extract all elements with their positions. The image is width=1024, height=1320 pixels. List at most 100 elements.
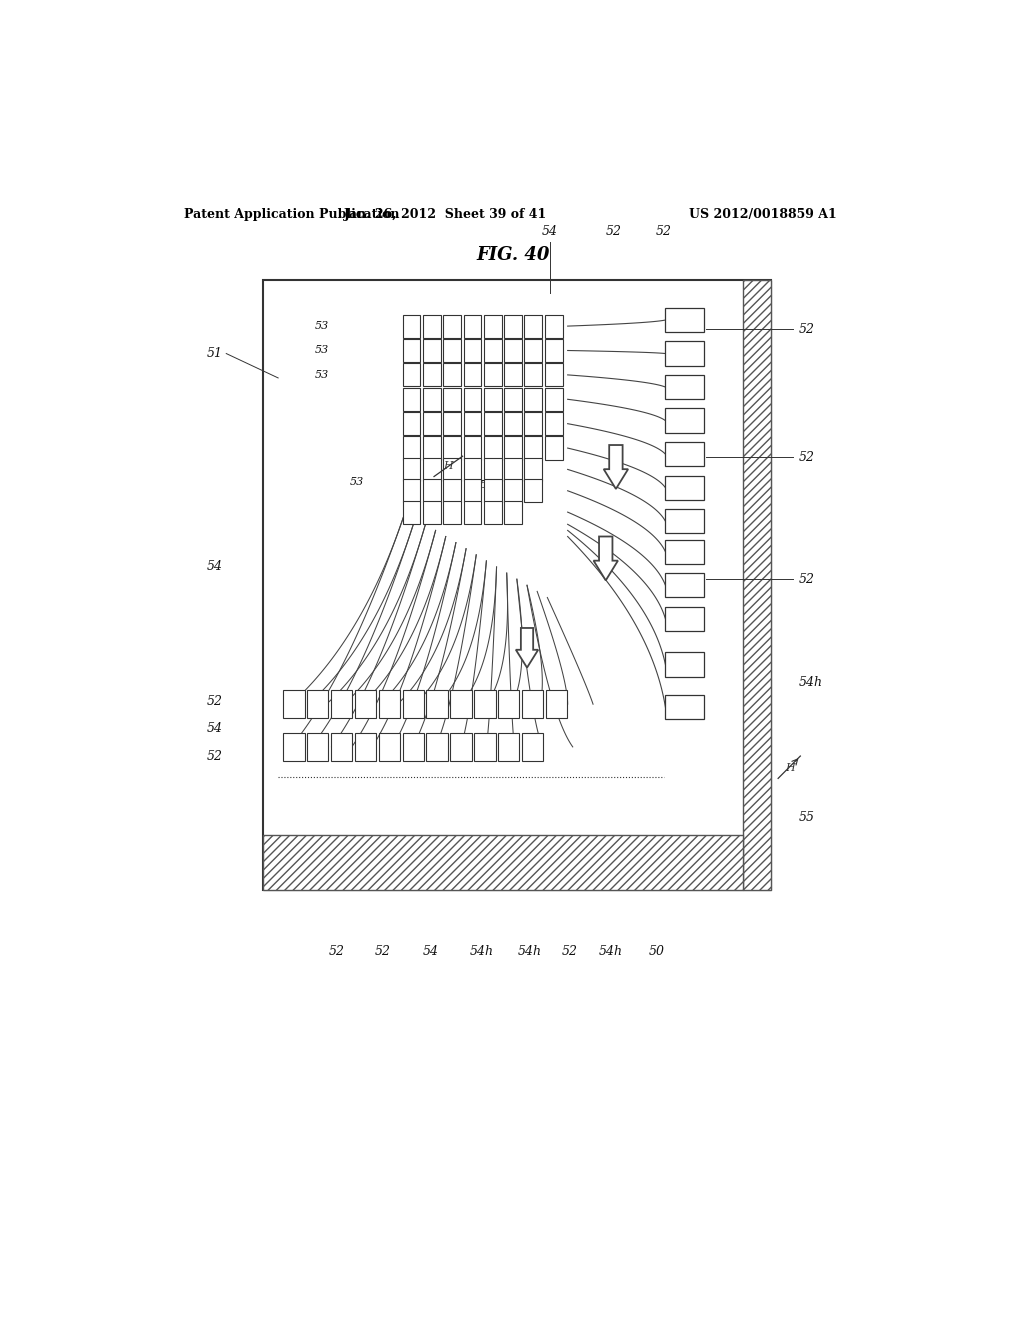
Bar [263, 280, 771, 890]
Bar [545, 363, 562, 387]
Bar [402, 733, 424, 760]
Bar [423, 412, 440, 436]
Bar [666, 652, 703, 677]
Bar [331, 690, 352, 718]
Bar [666, 308, 703, 333]
Text: H: H [785, 763, 795, 774]
Bar [443, 500, 461, 524]
Bar [443, 314, 461, 338]
Text: Jan. 26, 2012  Sheet 39 of 41: Jan. 26, 2012 Sheet 39 of 41 [344, 207, 547, 220]
Bar [484, 500, 502, 524]
Bar [307, 690, 329, 718]
Bar [545, 388, 562, 411]
Text: 52: 52 [206, 694, 222, 708]
Bar [484, 388, 502, 411]
Bar [423, 339, 440, 362]
Bar [666, 540, 703, 564]
Bar [464, 363, 481, 387]
Bar [666, 442, 703, 466]
Bar [474, 690, 496, 718]
Bar [666, 342, 703, 366]
Bar [666, 573, 703, 598]
Bar [524, 388, 543, 411]
Bar [464, 500, 481, 524]
Bar [464, 479, 481, 503]
Text: US 2012/0018859 A1: US 2012/0018859 A1 [689, 207, 837, 220]
Bar [402, 458, 421, 480]
Bar [498, 733, 519, 760]
Bar [666, 408, 703, 433]
Bar [524, 437, 543, 459]
Text: 54h: 54h [799, 676, 822, 689]
Bar [504, 458, 522, 480]
Bar [742, 280, 771, 890]
Bar [524, 363, 543, 387]
Bar [379, 690, 400, 718]
Bar [423, 388, 440, 411]
Bar [484, 458, 502, 480]
Text: 54: 54 [423, 945, 438, 958]
Bar [423, 314, 440, 338]
Bar [464, 314, 481, 338]
Bar [402, 500, 421, 524]
Text: Patent Application Publication: Patent Application Publication [183, 207, 399, 220]
Bar [498, 690, 519, 718]
Text: 54h: 54h [599, 945, 623, 958]
Text: 50: 50 [648, 945, 665, 958]
Text: FIG. 40: FIG. 40 [476, 246, 550, 264]
Polygon shape [604, 445, 628, 488]
Bar [443, 458, 461, 480]
Bar [426, 733, 447, 760]
Polygon shape [516, 628, 539, 668]
Bar [666, 696, 703, 719]
Text: 52: 52 [562, 945, 579, 958]
Text: 51: 51 [206, 347, 222, 360]
Bar [402, 314, 421, 338]
Bar [443, 479, 461, 503]
Text: 53: 53 [314, 346, 329, 355]
Bar [402, 479, 421, 503]
Bar [666, 475, 703, 500]
Bar [402, 363, 421, 387]
Bar [484, 339, 502, 362]
Bar [402, 437, 421, 459]
Bar [524, 458, 543, 480]
Bar [484, 437, 502, 459]
Text: 52: 52 [374, 945, 390, 958]
Bar [522, 690, 544, 718]
Bar [484, 363, 502, 387]
Bar [474, 733, 496, 760]
Bar [451, 690, 472, 718]
Bar [423, 479, 440, 503]
Bar [443, 339, 461, 362]
Text: 52: 52 [656, 226, 672, 238]
Text: 53: 53 [314, 370, 329, 380]
Bar [426, 690, 447, 718]
Bar [402, 412, 421, 436]
Bar [464, 339, 481, 362]
Bar [524, 339, 543, 362]
Bar [504, 479, 522, 503]
Bar [484, 479, 502, 503]
Text: 52: 52 [329, 945, 344, 958]
Text: 55: 55 [799, 810, 815, 824]
Text: 53: 53 [479, 479, 494, 490]
Bar [504, 363, 522, 387]
Text: 54: 54 [206, 722, 222, 735]
Polygon shape [594, 536, 617, 581]
Bar [504, 388, 522, 411]
Bar [545, 412, 562, 436]
Bar [402, 690, 424, 718]
Text: H: H [443, 462, 454, 471]
Text: 52: 52 [206, 750, 222, 763]
Bar [379, 733, 400, 760]
Bar [504, 500, 522, 524]
Bar [504, 314, 522, 338]
Bar [464, 388, 481, 411]
Bar [524, 412, 543, 436]
Text: 54h: 54h [517, 945, 542, 958]
Bar [545, 437, 562, 459]
Text: 53: 53 [350, 477, 365, 487]
Bar [443, 388, 461, 411]
Bar [423, 458, 440, 480]
